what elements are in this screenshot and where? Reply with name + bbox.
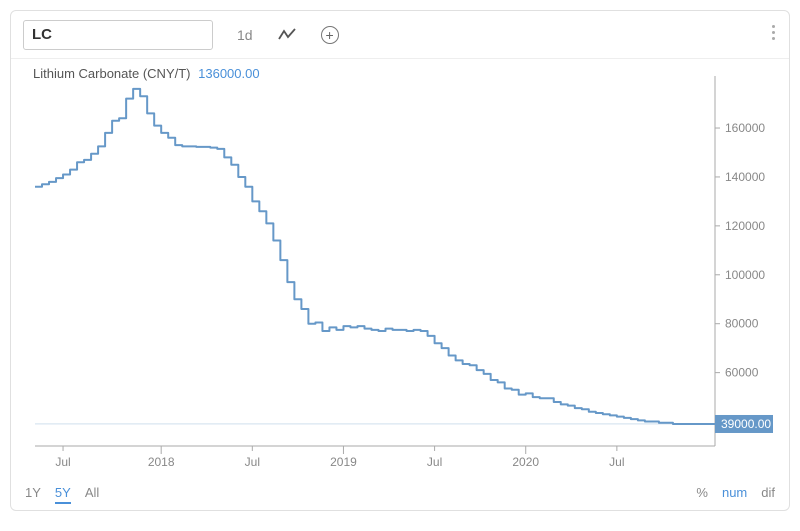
svg-text:39000.00: 39000.00 <box>721 417 771 431</box>
chart-plot-area[interactable]: 400006000080000100000120000140000160000J… <box>25 66 775 474</box>
display-mode-selector: % numdif <box>682 485 775 500</box>
symbol-input[interactable] <box>23 20 213 50</box>
interval-selector[interactable]: 1d <box>237 27 253 43</box>
svg-text:Jul: Jul <box>245 455 260 469</box>
range-option-5y[interactable]: 5Y <box>55 485 71 504</box>
chart-toolbar: 1d + <box>11 11 789 59</box>
plus-circle-icon: + <box>321 26 339 44</box>
chart-bottom-bar: 1Y5YAll %numdif <box>25 480 775 504</box>
range-selector: 1Y5YAll <box>25 485 113 500</box>
svg-text:2020: 2020 <box>512 455 539 469</box>
mode-option-dif[interactable]: dif <box>761 485 775 500</box>
chart-svg: 400006000080000100000120000140000160000J… <box>25 66 777 476</box>
svg-text:Jul: Jul <box>609 455 624 469</box>
svg-text:80000: 80000 <box>725 317 759 331</box>
svg-text:60000: 60000 <box>725 366 759 380</box>
svg-text:120000: 120000 <box>725 219 765 233</box>
chart-card: 1d + Lithium Carbonate (CNY/T) 136000.00… <box>10 10 790 511</box>
svg-text:2019: 2019 <box>330 455 357 469</box>
svg-text:Jul: Jul <box>55 455 70 469</box>
range-option-1y[interactable]: 1Y <box>25 485 41 500</box>
add-indicator-button[interactable]: + <box>321 26 339 44</box>
range-option-all[interactable]: All <box>85 485 99 500</box>
svg-text:160000: 160000 <box>725 121 765 135</box>
mode-option-num[interactable]: num <box>722 485 747 500</box>
svg-text:140000: 140000 <box>725 170 765 184</box>
svg-text:2018: 2018 <box>148 455 175 469</box>
line-chart-icon[interactable] <box>277 25 297 45</box>
svg-text:100000: 100000 <box>725 268 765 282</box>
svg-text:Jul: Jul <box>427 455 442 469</box>
mode-option-%[interactable]: % <box>696 485 708 500</box>
more-menu-button[interactable] <box>772 25 775 40</box>
